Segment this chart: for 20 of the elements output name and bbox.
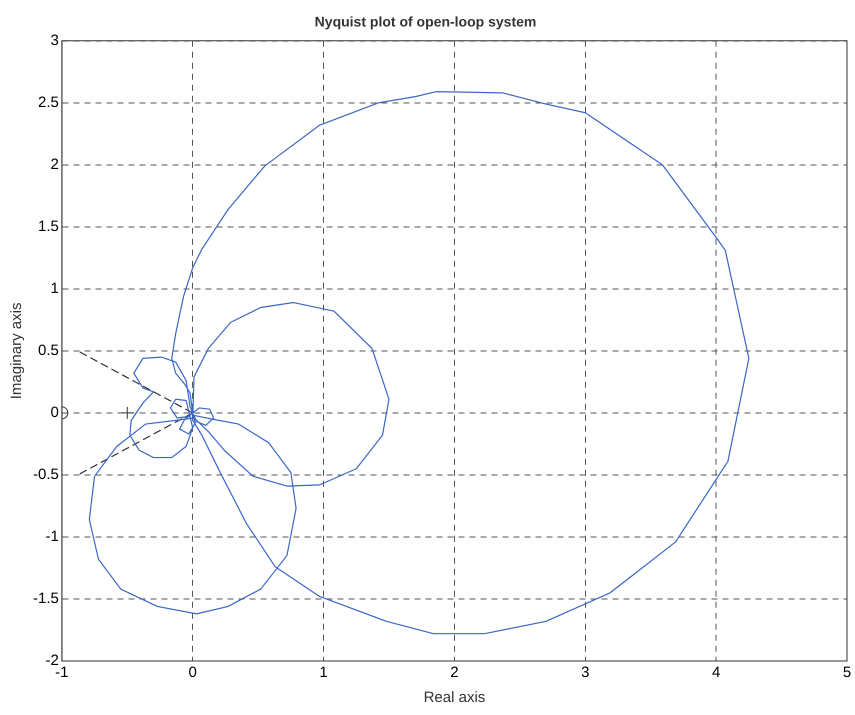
- y-tick-label: 2: [50, 156, 59, 173]
- y-tick-label: 0.5: [38, 342, 59, 360]
- y-tick-label: 0: [50, 404, 59, 422]
- x-tick-label: 2: [450, 664, 459, 682]
- y-axis-title: Imaginary axis: [8, 302, 26, 400]
- x-axis-title: Real axis: [424, 689, 486, 706]
- x-tick-label: 3: [581, 664, 590, 682]
- y-tick-label: -1.5: [32, 590, 59, 608]
- y-tick-label: 1.5: [38, 218, 59, 235]
- y-tick-label: 3: [50, 32, 59, 49]
- x-tick-label: 5: [842, 664, 852, 682]
- y-tick-label: -1: [46, 528, 59, 546]
- y-tick-label: -2: [46, 652, 59, 670]
- y-tick-label: 1: [50, 280, 59, 298]
- y-tick-label: -0.5: [32, 466, 59, 484]
- x-tick-label: 0: [188, 664, 197, 682]
- y-tick-label: 2.5: [38, 94, 59, 111]
- chart-title: Nyquist plot of open-loop system: [314, 13, 536, 30]
- x-tick-label: 4: [712, 664, 720, 682]
- x-tick-label: 1: [319, 664, 328, 682]
